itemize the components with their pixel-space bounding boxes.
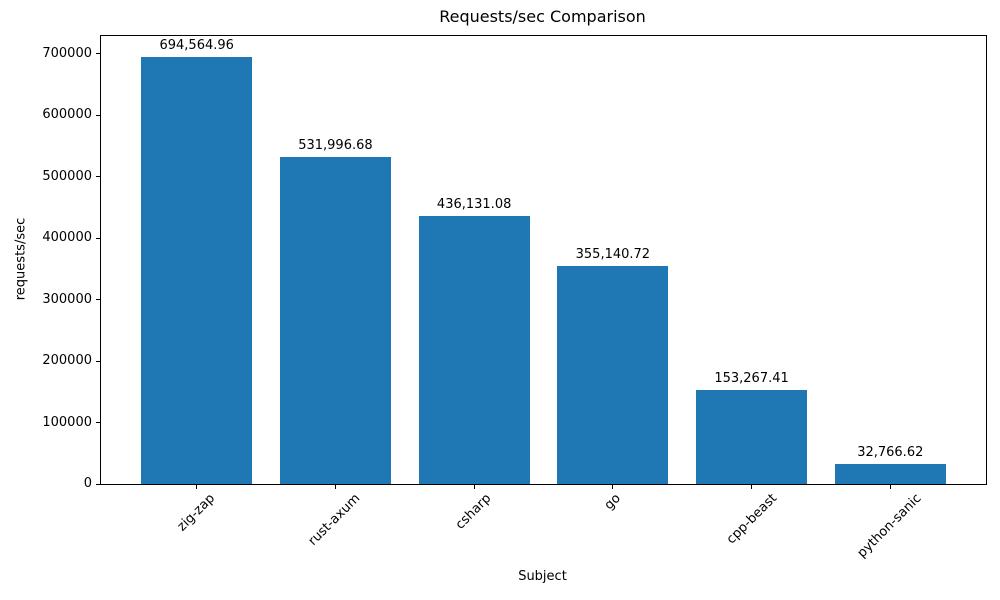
x-tick-mark <box>751 484 753 489</box>
x-axis-label: Subject <box>518 569 567 584</box>
y-tick-mark <box>96 360 101 362</box>
y-tick-label: 0 <box>83 476 92 491</box>
x-tick-mark <box>473 484 475 489</box>
y-tick-label: 100000 <box>42 414 92 430</box>
y-tick-label: 400000 <box>42 230 92 246</box>
bar <box>279 157 391 484</box>
x-tick-label: rust-axum <box>305 491 364 549</box>
y-tick-mark <box>96 422 101 424</box>
x-tick-label: python-sanic <box>854 491 925 561</box>
bar <box>418 216 530 484</box>
bar-value-label: 32,766.62 <box>857 444 924 460</box>
x-tick-label: go <box>601 491 624 514</box>
y-tick-mark <box>96 483 101 485</box>
bar-value-label: 436,131.08 <box>436 197 512 213</box>
x-tick-mark <box>612 484 614 489</box>
bar <box>834 463 946 484</box>
y-tick-mark <box>96 53 101 55</box>
bar <box>141 57 253 484</box>
bar <box>557 265 669 484</box>
x-tick-label: zig-zap <box>174 491 219 535</box>
x-tick-mark <box>889 484 891 489</box>
bar-value-label: 694,564.96 <box>159 38 234 54</box>
y-tick-label: 300000 <box>42 291 92 307</box>
x-tick-mark <box>334 484 336 489</box>
y-tick-label: 600000 <box>42 107 92 123</box>
y-tick-label: 500000 <box>42 168 92 184</box>
x-tick-mark <box>196 484 198 489</box>
x-tick-label: csharp <box>452 491 495 533</box>
y-tick-mark <box>96 299 101 301</box>
y-tick-mark <box>96 114 101 116</box>
x-tick-label: cpp-beast <box>723 491 780 548</box>
y-tick-label: 700000 <box>42 45 92 61</box>
bar-value-label: 531,996.68 <box>298 138 373 154</box>
y-tick-label: 200000 <box>42 353 92 369</box>
chart-title: Requests/sec Comparison <box>439 7 646 26</box>
y-tick-mark <box>96 176 101 178</box>
bar-value-label: 355,140.72 <box>575 246 651 262</box>
plot-area: 0 100000 200000 300000 400000 500000 600000 700… <box>42 35 987 561</box>
y-axis-label: requests/sec <box>13 217 29 301</box>
bar <box>696 389 808 484</box>
y-tick-mark <box>96 237 101 239</box>
bar-value-label: 153,267.41 <box>714 370 789 386</box>
